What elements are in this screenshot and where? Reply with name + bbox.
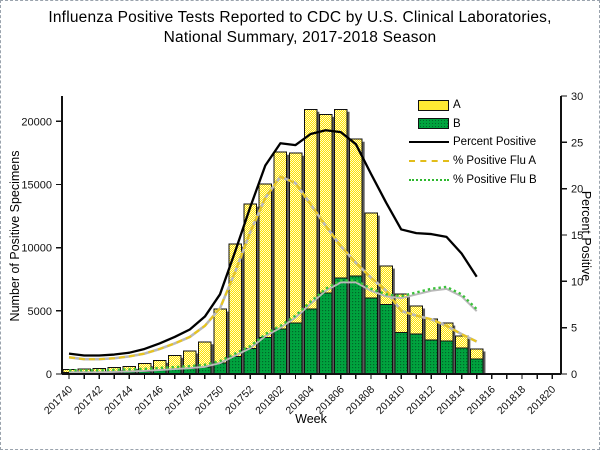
bar-b-201803 (288, 322, 303, 375)
bar-b-201814 (454, 347, 469, 375)
legend-item-flu-b: % Positive Flu B (405, 170, 537, 189)
chart-title: Influenza Positive Tests Reported to CDC… (1, 8, 599, 48)
legend-swatch-flu-b-line (409, 178, 449, 181)
flu-b-line-backing (69, 281, 478, 374)
bar-a-201814 (454, 335, 469, 349)
bar-b-201804 (303, 308, 318, 375)
svg-text:5: 5 (571, 323, 577, 335)
bar-b-201813 (439, 340, 454, 375)
legend-label-flu-a: % Positive Flu A (453, 155, 537, 168)
bar-b-201806 (334, 277, 348, 375)
bar-b-201811 (409, 333, 424, 375)
legend-swatch-a (418, 99, 449, 111)
bar-a-201804 (303, 108, 318, 310)
bar-a-201750 (213, 308, 227, 364)
chart-title-line2: National Summary, 2017-2018 Season (163, 29, 437, 46)
bar-b-201801 (258, 336, 273, 375)
bar-b-201807 (349, 275, 363, 375)
bar-a-201803 (288, 152, 303, 324)
bar-a-201806 (334, 108, 348, 279)
legend-label-percent-positive: Percent Positive (453, 136, 537, 149)
legend-item-percent-positive: Percent Positive (405, 133, 537, 152)
bar-a-201808 (364, 212, 378, 299)
svg-text:10000: 10000 (21, 243, 52, 255)
bar-a-201807 (349, 138, 363, 277)
svg-text:15000: 15000 (21, 179, 52, 191)
x-axis-label: Week (295, 412, 327, 426)
bar-b-201805 (318, 292, 333, 375)
legend-swatch-b (418, 118, 449, 130)
svg-text:10: 10 (571, 276, 583, 288)
bar-b-201815 (469, 358, 484, 375)
svg-text:30: 30 (571, 91, 583, 103)
svg-text:15: 15 (571, 230, 583, 242)
legend-swatch-flu-a-line (409, 160, 449, 163)
bar-a-201802 (273, 151, 288, 330)
bar-b-201809 (379, 304, 393, 375)
bars-layer (62, 108, 484, 375)
bar-b-201808 (364, 297, 378, 375)
percent-positive-line (68, 129, 478, 357)
bar-b-201802 (273, 328, 288, 375)
bar-a-201805 (318, 113, 333, 294)
bar-b-201751 (228, 355, 242, 375)
y-axis-label-left: Number of Positive Specimens (8, 150, 22, 322)
axis-ticks (56, 95, 567, 379)
percent-flu-a-line (68, 175, 478, 361)
legend-label-b: B (453, 117, 461, 130)
bar-b-201810 (394, 332, 408, 375)
svg-text:25: 25 (571, 137, 583, 149)
svg-text:5000: 5000 (28, 306, 52, 318)
svg-text:20000: 20000 (21, 116, 52, 128)
legend-item-flu-a: % Positive Flu A (405, 152, 537, 171)
svg-text:0: 0 (571, 369, 577, 381)
svg-text:20: 20 (571, 184, 583, 196)
svg-text:0: 0 (46, 369, 52, 381)
bar-a-201815 (469, 348, 484, 360)
legend-label-a: A (453, 99, 461, 112)
legend-swatch-percent-positive-line (409, 141, 449, 144)
legend-item-b: B (405, 115, 537, 134)
percent-flu-b-line (69, 279, 478, 372)
bar-b-201752 (243, 348, 257, 375)
bar-b-201812 (424, 339, 439, 375)
legend-item-a: A (405, 96, 537, 115)
legend-label-flu-b: % Positive Flu B (453, 173, 537, 186)
y-axis-label-right: Percent Positive (579, 190, 593, 282)
bar-a-201811 (409, 305, 424, 335)
chart-legend: A B Percent Positive % Positive Flu A % … (405, 96, 537, 189)
bar-a-201752 (243, 203, 257, 350)
chart-title-line1: Influenza Positive Tests Reported to CDC… (48, 9, 552, 26)
